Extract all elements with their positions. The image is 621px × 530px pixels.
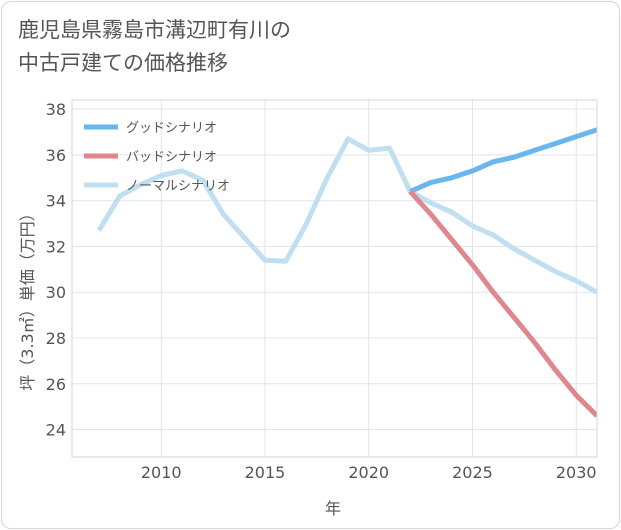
y-tick-label: 34 [46, 192, 66, 211]
y-tick-label: 30 [46, 283, 66, 302]
legend-label-2: ノーマルシナリオ [126, 179, 230, 194]
series-line-1 [408, 189, 597, 418]
chart-title-line1: 鹿児島県霧島市溝辺町有川の [18, 18, 291, 42]
y-tick-label: 28 [46, 329, 66, 348]
x-tick-label: 2020 [348, 463, 389, 482]
x-axis-title: 年 [325, 499, 341, 518]
series-line-2 [96, 136, 597, 295]
y-tick-label: 36 [46, 146, 66, 165]
y-tick-label: 32 [46, 237, 66, 256]
y-axis-title: 坪（3.3㎡）単価（万円） [18, 205, 37, 390]
series-line-0 [409, 127, 597, 194]
chart-title: 鹿児島県霧島市溝辺町有川の 中古戸建ての価格推移 [18, 14, 291, 80]
tick-labels: 24 26 28 30 32 34 36 38 2010 2015 2020 2025 2030 [46, 100, 597, 482]
x-tick-label: 2010 [141, 463, 182, 482]
legend-label-0: グッドシナリオ [126, 121, 217, 136]
y-tick-label: 26 [46, 375, 66, 394]
legend-label-1: バッドシナリオ [126, 150, 217, 165]
y-tick-label: 38 [46, 100, 66, 119]
chart-title-line2: 中古戸建ての価格推移 [18, 51, 228, 75]
y-tick-label: 24 [46, 421, 66, 440]
x-tick-label: 2025 [452, 463, 493, 482]
x-tick-label: 2015 [245, 463, 286, 482]
plot-frame [71, 99, 598, 458]
x-tick-label: 2030 [556, 463, 597, 482]
series-layer [96, 127, 597, 418]
